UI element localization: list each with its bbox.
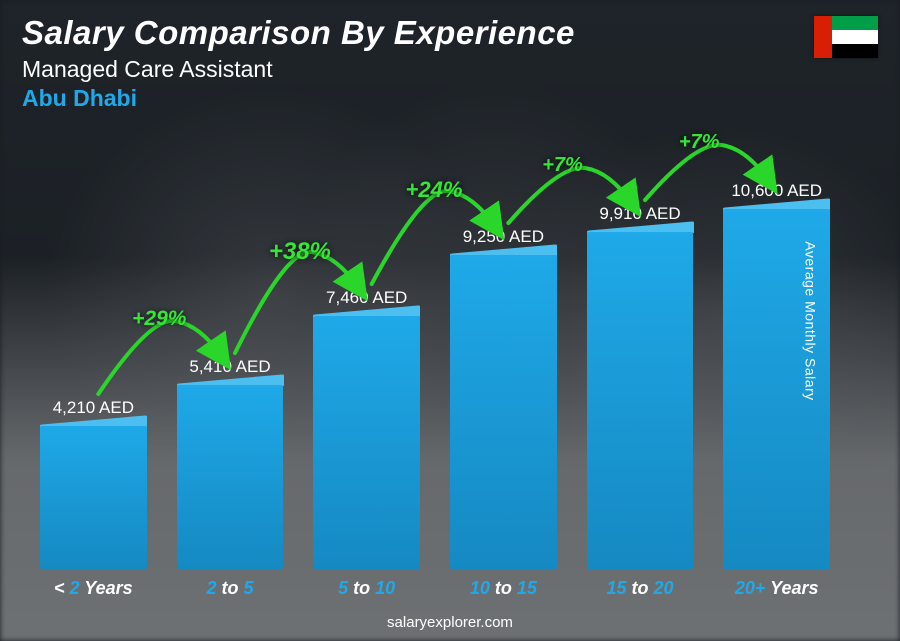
increase-pct-label: +7% bbox=[679, 131, 720, 154]
chart-subtitle: Managed Care Assistant bbox=[22, 56, 878, 83]
y-axis-label: Average Monthly Salary bbox=[802, 241, 818, 400]
location-label: Abu Dhabi bbox=[22, 85, 878, 112]
footer-credit: salaryexplorer.com bbox=[0, 614, 900, 631]
x-axis-label: 20+ Years bbox=[723, 578, 830, 599]
x-axis-label: 2 to 5 bbox=[177, 578, 284, 599]
x-axis-label: 5 to 10 bbox=[313, 578, 420, 599]
chart-area: 4,210 AED5,410 AED7,460 AED9,250 AED9,91… bbox=[40, 149, 830, 569]
increase-pct-label: +24% bbox=[406, 177, 463, 203]
increase-pct-label: +38% bbox=[269, 238, 331, 266]
chart-title: Salary Comparison By Experience bbox=[22, 14, 878, 52]
uae-flag-icon bbox=[814, 16, 878, 58]
flag-hoist bbox=[814, 16, 832, 58]
increase-pct-label: +7% bbox=[542, 154, 583, 177]
x-axis: < 2 Years 2 to 5 5 to 10 10 to 15 15 to 20 20… bbox=[40, 578, 830, 599]
x-axis-label: 15 to 20 bbox=[587, 578, 694, 599]
increase-pct-label: +29% bbox=[132, 307, 186, 331]
header: Salary Comparison By Experience Managed … bbox=[22, 14, 878, 112]
x-axis-label: 10 to 15 bbox=[450, 578, 557, 599]
x-axis-label: < 2 Years bbox=[40, 578, 147, 599]
